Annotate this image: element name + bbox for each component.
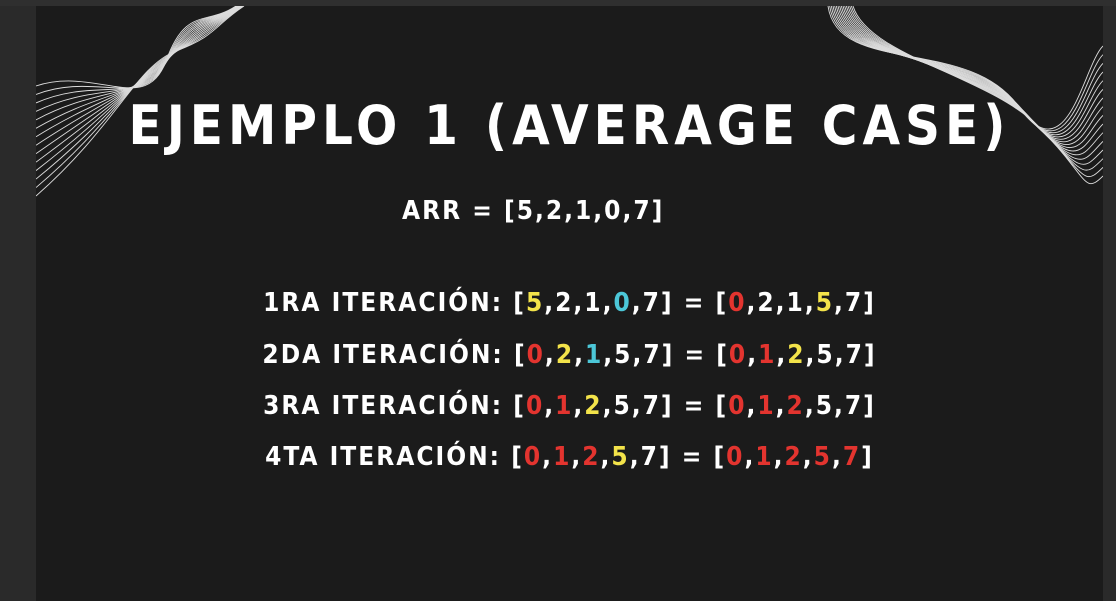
array-element: 2 [757, 288, 776, 318]
array-element: 2 [582, 442, 601, 472]
array-element: 2 [784, 442, 803, 472]
array-before: [0,2,1,5,7] [513, 340, 675, 370]
iteration-row: 1RA ITERACIÓN: [5,2,1,0,7] = [0,2,1,5,7] [263, 288, 876, 318]
wave-lines-decoration [36, 6, 245, 197]
array-definition: ARR = [5,2,1,0,7] [402, 196, 665, 226]
array-element: 5 [525, 288, 545, 318]
array-element: 5 [813, 442, 832, 472]
array-element: 0 [728, 391, 747, 421]
array-element: 5 [815, 288, 834, 318]
array-element: 2 [555, 340, 575, 370]
array-element: 7 [642, 288, 661, 318]
array-element: 0 [728, 288, 747, 318]
array-element: 2 [584, 391, 603, 421]
array-element: 1 [757, 391, 776, 421]
iteration-label: 1RA ITERACIÓN: [263, 288, 514, 318]
array-before: [5,2,1,0,7] [513, 288, 674, 318]
array-element: 0 [525, 391, 545, 421]
array-element: 2 [786, 391, 805, 421]
iteration-row: 3RA ITERACIÓN: [0,1,2,5,7] = [0,1,2,5,7] [263, 391, 876, 421]
array-element: 2 [787, 340, 806, 370]
array-element: 1 [584, 288, 603, 318]
array-element: 1 [553, 442, 572, 472]
array-before: [0,1,2,5,7] [513, 391, 674, 421]
array-after: [0,1,2,5,7] [715, 391, 876, 421]
wave-lines-decoration-right [827, 6, 1103, 185]
array-element: 1 [786, 288, 805, 318]
iteration-row: 4TA ITERACIÓN: [0,1,2,5,7] = [0,1,2,5,7] [265, 442, 874, 472]
slide: EJEMPLO 1 (AVERAGE CASE) ARR = [5,2,1,0,… [36, 6, 1103, 601]
array-element: 7 [845, 340, 864, 370]
array-before: [0,1,2,5,7] [511, 442, 672, 472]
array-after: [0,1,2,5,7] [713, 442, 874, 472]
array-element: 7 [640, 442, 659, 472]
array-element: 5 [815, 391, 834, 421]
iteration-row: 2DA ITERACIÓN: [0,2,1,5,7] = [0,1,2,5,7] [262, 340, 877, 370]
array-element: 7 [844, 288, 864, 318]
array-element: 2 [555, 288, 574, 318]
iteration-label: 2DA ITERACIÓN: [262, 340, 514, 370]
array-element: 5 [613, 391, 632, 421]
array-element: 5 [614, 340, 633, 370]
array-element: 0 [526, 340, 545, 370]
array-element: 7 [842, 442, 862, 472]
array-element: 7 [844, 391, 864, 421]
window-top-bar [0, 0, 1116, 6]
array-element: 1 [584, 340, 604, 370]
iteration-label: 4TA ITERACIÓN: [265, 442, 512, 472]
slide-title: EJEMPLO 1 (AVERAGE CASE) [128, 94, 1011, 157]
array-element: 1 [755, 442, 774, 472]
array-after: [0,2,1,5,7] [715, 288, 876, 318]
array-element: 5 [611, 442, 630, 472]
left-margin [0, 6, 36, 601]
array-element: 0 [726, 442, 745, 472]
array-element: 1 [555, 391, 574, 421]
array-after: [0,1,2,5,7] [716, 340, 877, 370]
array-element: 0 [728, 340, 748, 370]
array-element: 7 [642, 391, 661, 421]
array-element: 0 [523, 442, 543, 472]
right-margin [1103, 6, 1116, 601]
array-element: 0 [613, 288, 632, 318]
iteration-label: 3RA ITERACIÓN: [263, 391, 514, 421]
array-element: 7 [643, 340, 662, 370]
array-element: 5 [816, 340, 835, 370]
array-element: 1 [758, 340, 777, 370]
